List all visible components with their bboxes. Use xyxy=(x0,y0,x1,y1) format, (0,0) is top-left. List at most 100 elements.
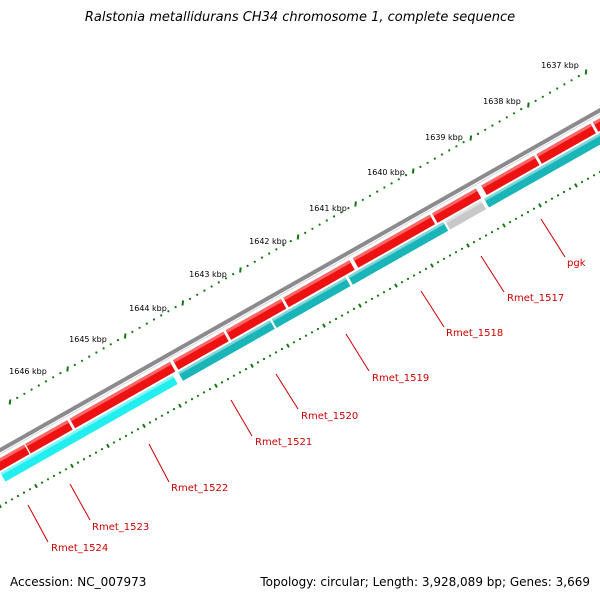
inner-minor-tick xyxy=(562,190,566,194)
inner-minor-tick xyxy=(268,354,272,357)
minor-tick xyxy=(196,293,199,296)
inner-major-tick xyxy=(358,303,362,308)
minor-tick xyxy=(512,112,516,115)
minor-tick xyxy=(383,186,386,189)
inner-minor-tick xyxy=(484,234,488,237)
inner-minor-tick xyxy=(556,194,560,197)
gene-label: Rmet_1523 xyxy=(92,522,149,533)
minor-tick xyxy=(217,281,220,284)
gene-leader-line xyxy=(540,218,566,258)
inner-minor-tick xyxy=(160,414,164,417)
forward-gene-highlight xyxy=(0,444,26,462)
inner-minor-tick xyxy=(262,357,266,361)
inner-minor-tick xyxy=(64,468,68,471)
reverse-gene-highlight xyxy=(445,200,483,224)
inner-minor-tick xyxy=(118,438,122,441)
forward-gene-highlight xyxy=(225,299,283,333)
inner-minor-tick xyxy=(130,431,134,434)
reverse-gene-highlight xyxy=(178,320,272,375)
inner-minor-tick xyxy=(544,201,548,204)
inner-minor-tick xyxy=(100,448,104,451)
inner-minor-tick xyxy=(40,481,44,484)
reverse-gene-block xyxy=(484,133,600,208)
kbp-tick-label: 1641 kbp xyxy=(309,204,347,213)
forward-gene-block xyxy=(536,123,596,164)
minor-tick xyxy=(419,165,422,168)
inner-minor-tick xyxy=(46,478,50,481)
inner-minor-tick xyxy=(202,391,206,394)
inner-minor-tick xyxy=(292,341,296,344)
minor-tick xyxy=(275,248,278,251)
inner-minor-tick xyxy=(280,347,284,351)
minor-tick xyxy=(491,124,494,127)
inner-minor-tick xyxy=(400,281,404,284)
inner-minor-tick xyxy=(112,441,116,444)
kbp-tick-label: 1640 kbp xyxy=(367,168,405,177)
inner-minor-tick xyxy=(526,211,530,214)
minor-tick xyxy=(289,240,292,243)
minor-tick xyxy=(332,215,336,218)
forward-gene-track xyxy=(0,118,600,471)
minor-tick xyxy=(131,330,134,333)
minor-tick xyxy=(102,347,105,350)
inner-minor-tick xyxy=(472,241,476,244)
inner-minor-tick xyxy=(190,398,194,401)
inner-minor-tick xyxy=(274,351,278,354)
gene-label: Rmet_1519 xyxy=(372,373,429,384)
major-tick xyxy=(123,333,127,339)
minor-tick xyxy=(37,384,40,387)
minor-tick xyxy=(376,190,379,193)
inner-minor-tick xyxy=(586,177,590,180)
inner-major-tick xyxy=(322,323,326,328)
inner-minor-tick xyxy=(490,231,494,234)
minor-tick xyxy=(282,244,285,247)
inner-minor-tick xyxy=(520,214,524,217)
inner-minor-tick xyxy=(448,254,452,257)
inner-minor-tick xyxy=(340,314,344,317)
forward-gene-block xyxy=(25,420,73,454)
kbp-tick-label: 1644 kbp xyxy=(129,304,167,313)
minor-tick xyxy=(556,87,559,90)
minor-tick xyxy=(253,260,256,263)
major-tick xyxy=(181,300,185,306)
gene-leader-line xyxy=(480,255,505,293)
inner-minor-tick xyxy=(370,297,374,300)
inner-major-tick xyxy=(466,243,470,248)
inner-minor-tick xyxy=(232,374,236,377)
inner-minor-tick xyxy=(154,418,158,421)
minor-tick xyxy=(520,108,523,111)
minor-tick xyxy=(160,314,163,317)
inner-minor-tick xyxy=(454,251,458,254)
inner-minor-tick xyxy=(298,337,302,341)
kbp-tick-label: 1645 kbp xyxy=(69,335,107,344)
forward-gene-highlight xyxy=(283,260,351,301)
gene-label: Rmet_1522 xyxy=(171,483,228,494)
forward-gene-block xyxy=(283,260,355,308)
reverse-gene-highlight xyxy=(347,222,445,279)
reverse-gene-block xyxy=(347,222,449,285)
minor-tick xyxy=(109,343,112,346)
map-title: Ralstonia metallidurans CH34 chromosome … xyxy=(84,10,516,25)
minor-tick xyxy=(88,355,91,358)
reverse-gene-block xyxy=(178,320,275,381)
kbp-tick-label: 1642 kbp xyxy=(249,237,287,246)
inner-minor-tick xyxy=(166,411,170,414)
inner-minor-tick xyxy=(592,174,596,177)
minor-tick xyxy=(404,174,408,177)
minor-tick xyxy=(368,194,372,197)
inner-minor-tick xyxy=(376,294,380,297)
inner-minor-tick xyxy=(88,454,92,457)
forward-gene-highlight xyxy=(25,420,69,447)
minor-tick xyxy=(361,198,364,201)
forward-gene-highlight xyxy=(432,188,478,216)
inner-major-tick xyxy=(106,443,110,449)
inner-minor-tick xyxy=(568,187,572,190)
inner-major-tick xyxy=(430,263,434,268)
backbone-highlight xyxy=(0,113,600,455)
inner-minor-tick xyxy=(124,434,128,437)
inner-major-tick xyxy=(34,483,38,489)
forward-gene-highlight xyxy=(481,155,536,189)
gene-leader-line xyxy=(148,443,170,483)
inner-minor-tick xyxy=(76,461,80,464)
